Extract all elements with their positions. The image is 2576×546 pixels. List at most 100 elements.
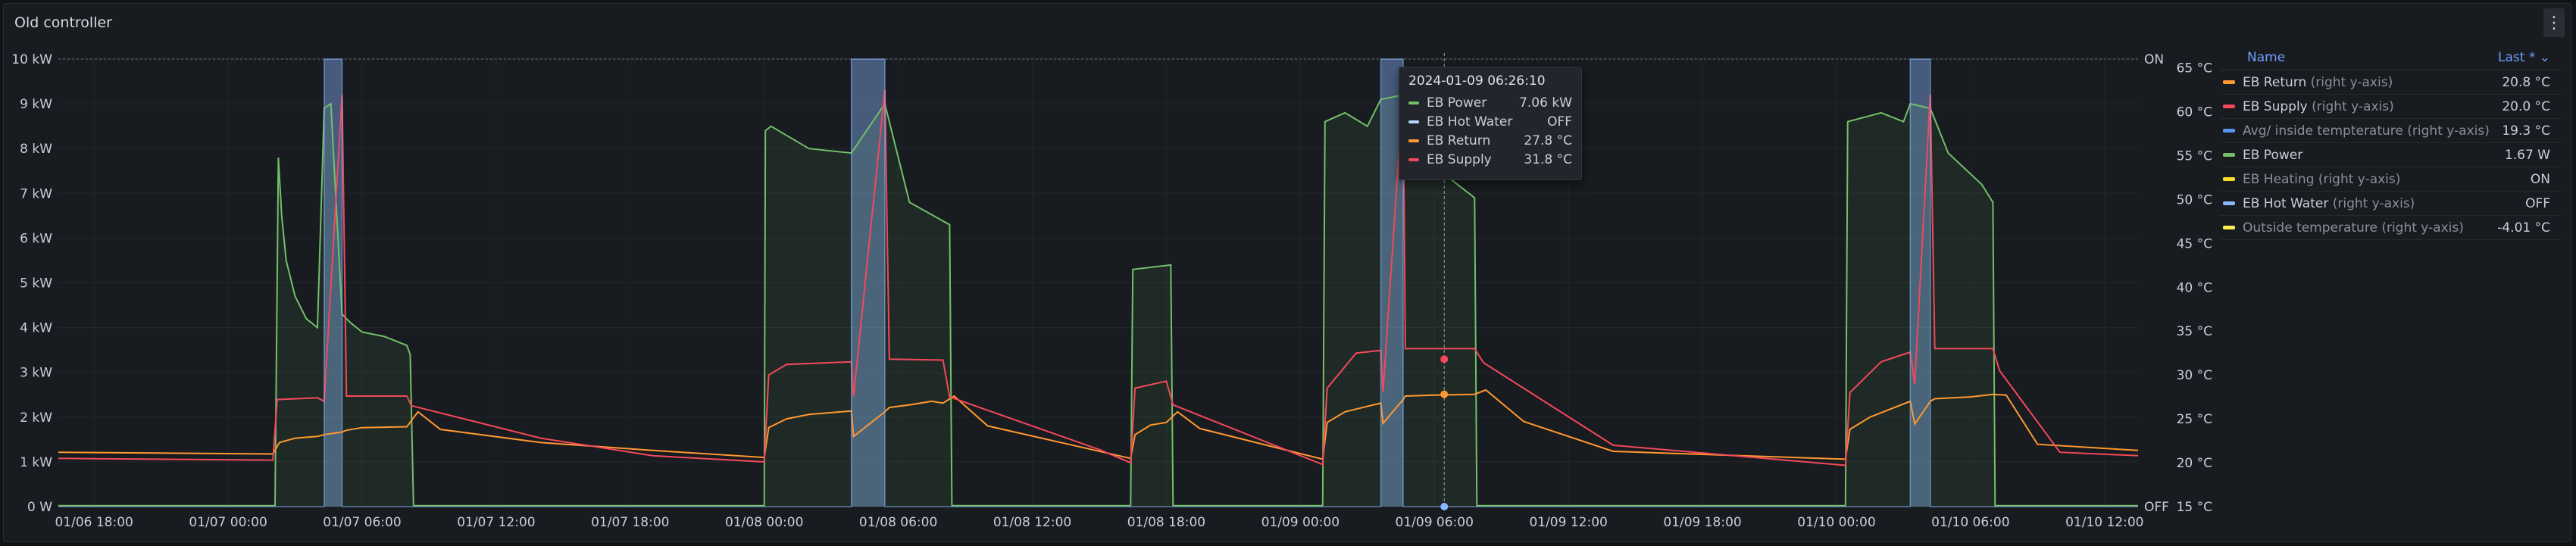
x-tick: 01/09 18:00 — [1663, 515, 1741, 530]
tooltip-value: 31.8 °C — [1524, 151, 1572, 167]
legend-series-name: EB Hot Water (right y-axis) — [2243, 195, 2415, 211]
series-line-eb-power — [58, 94, 2138, 507]
x-tick: 01/07 12:00 — [457, 515, 535, 530]
tooltip-swatch — [1408, 120, 1419, 123]
legend-table: Name Last * ⌄ EB Return (right y-axis) 20… — [2220, 45, 2561, 240]
tooltip-value: 27.8 °C — [1524, 133, 1572, 148]
legend-last-value: 1.67 W — [2504, 147, 2550, 163]
series-line-eb-return — [58, 388, 2139, 460]
graph-panel: Old controller ⋮ — [3, 3, 2571, 542]
x-tick: 01/09 12:00 — [1529, 515, 1607, 530]
tooltip-series-name: EB Return — [1427, 133, 1491, 148]
legend-row[interactable]: EB Return (right y-axis) 20.8 °C — [2220, 70, 2561, 95]
legend-swatch — [2223, 201, 2235, 205]
x-tick: 01/08 00:00 — [725, 515, 803, 530]
legend-row[interactable]: EB Heating (right y-axis) ON — [2220, 167, 2561, 192]
tooltip-swatch — [1408, 158, 1419, 161]
legend-last-value: 20.8 °C — [2502, 74, 2550, 90]
y-tick-left: 7 kW — [20, 186, 52, 201]
tooltip-series-name: EB Hot Water — [1427, 114, 1513, 129]
hot-water-band — [851, 59, 885, 507]
legend-name-header[interactable]: Name — [2247, 50, 2286, 65]
tooltip-swatch — [1408, 139, 1419, 142]
y-tick-right: 45 °C — [2177, 236, 2212, 251]
tooltip-row: EB Supply 31.8 °C — [1408, 150, 1572, 169]
tooltip-value: OFF — [1547, 114, 1572, 129]
cursor-point-supply — [1440, 355, 1449, 363]
tooltip-row: EB Return 27.8 °C — [1408, 131, 1572, 150]
y-tick-right: 50 °C — [2177, 192, 2212, 207]
x-tick: 01/10 12:00 — [2065, 515, 2143, 530]
legend-last-value: 19.3 °C — [2502, 123, 2550, 139]
y-tick-left: 6 kW — [20, 231, 52, 246]
x-tick: 01/10 06:00 — [1931, 515, 2009, 530]
cursor-point-return — [1440, 390, 1449, 398]
cursor-point-hot-water — [1440, 503, 1449, 510]
y-tick-left: 2 kW — [20, 410, 52, 426]
series-line-eb-supply — [58, 89, 2139, 466]
series-line-eb-hot-water — [58, 58, 2138, 507]
x-tick: 01/07 06:00 — [323, 515, 401, 530]
legend-header: Name Last * ⌄ — [2220, 45, 2561, 70]
y-tick-right: 35 °C — [2177, 324, 2212, 339]
tooltip-series-name: EB Power — [1427, 95, 1487, 111]
legend-series-name: EB Return (right y-axis) — [2243, 74, 2393, 90]
y-tick-right: 55 °C — [2177, 148, 2212, 164]
x-tick: 01/07 18:00 — [591, 515, 669, 530]
legend-row[interactable]: EB Hot Water (right y-axis) OFF — [2220, 192, 2561, 216]
tooltip-swatch — [1408, 101, 1419, 105]
legend-last-header[interactable]: Last * ⌄ — [2498, 50, 2550, 65]
y-tick-right: 65 °C — [2177, 61, 2212, 76]
legend-series-name: Outside temperature (right y-axis) — [2243, 220, 2464, 236]
x-tick: 01/09 00:00 — [1261, 515, 1340, 530]
tooltip-row: EB Hot Water OFF — [1408, 112, 1572, 131]
x-tick: 01/07 00:00 — [189, 515, 267, 530]
y-tick-left: 8 kW — [20, 142, 52, 157]
x-tick: 01/10 00:00 — [1797, 515, 1875, 530]
legend-swatch — [2223, 129, 2235, 133]
panel-title: Old controller — [14, 14, 112, 31]
legend-last-value: ON — [2530, 171, 2550, 187]
y-tick-left: 4 kW — [20, 321, 52, 336]
y-tick-right: 20 °C — [2177, 456, 2212, 471]
legend-series-name: EB Power — [2243, 147, 2303, 163]
legend-swatch — [2223, 177, 2235, 181]
y-tick-left: 0 W — [27, 500, 52, 515]
y-tick-left: 1 kW — [20, 455, 52, 470]
legend-row[interactable]: Avg/ inside tempterature (right y-axis) 1… — [2220, 119, 2561, 143]
y-tick-left: 5 kW — [20, 276, 52, 292]
legend-last-value: OFF — [2525, 195, 2550, 211]
y-tick-right: 30 °C — [2177, 368, 2212, 383]
tooltip-series-name: EB Supply — [1427, 151, 1492, 167]
legend-series-name: Avg/ inside tempterature (right y-axis) — [2243, 123, 2490, 139]
legend-swatch — [2223, 153, 2235, 157]
tooltip-row: EB Power 7.06 kW — [1408, 93, 1572, 112]
y-tick-left: 9 kW — [20, 97, 52, 112]
legend-last-value: 20.0 °C — [2502, 98, 2550, 114]
legend-series-name: EB Supply (right y-axis) — [2243, 98, 2394, 114]
y-tick-right: 40 °C — [2177, 280, 2212, 295]
y-tick-left: 3 kW — [20, 366, 52, 381]
x-tick: 01/08 12:00 — [993, 515, 1071, 530]
y-tick-right: 15 °C — [2177, 500, 2212, 515]
x-tick: 01/09 06:00 — [1396, 515, 1474, 530]
hover-tooltip: 2024-01-09 06:26:10 EB Power 7.06 kW EB Ho… — [1399, 67, 1582, 180]
legend-swatch — [2223, 226, 2235, 229]
x-tick: 01/08 06:00 — [859, 515, 937, 530]
tooltip-value: 7.06 kW — [1519, 95, 1572, 111]
legend-row[interactable]: Outside temperature (right y-axis) -4.01 … — [2220, 216, 2561, 240]
y-tick-right: 25 °C — [2177, 412, 2212, 427]
series-area-eb-power — [58, 95, 2138, 507]
legend-row[interactable]: EB Supply (right y-axis) 20.0 °C — [2220, 95, 2561, 119]
legend-swatch — [2223, 80, 2235, 84]
tooltip-time: 2024-01-09 06:26:10 — [1408, 73, 1546, 89]
state-tick-off: OFF — [2144, 500, 2169, 515]
legend-swatch — [2223, 105, 2235, 108]
legend-row[interactable]: EB Power 1.67 W — [2220, 143, 2561, 167]
x-tick: 01/06 18:00 — [55, 515, 133, 530]
y-tick-left: 10 kW — [11, 52, 52, 67]
legend-last-value: -4.01 °C — [2497, 220, 2550, 236]
kebab-menu-icon[interactable]: ⋮ — [2543, 8, 2565, 37]
x-tick: 01/08 18:00 — [1127, 515, 1205, 530]
